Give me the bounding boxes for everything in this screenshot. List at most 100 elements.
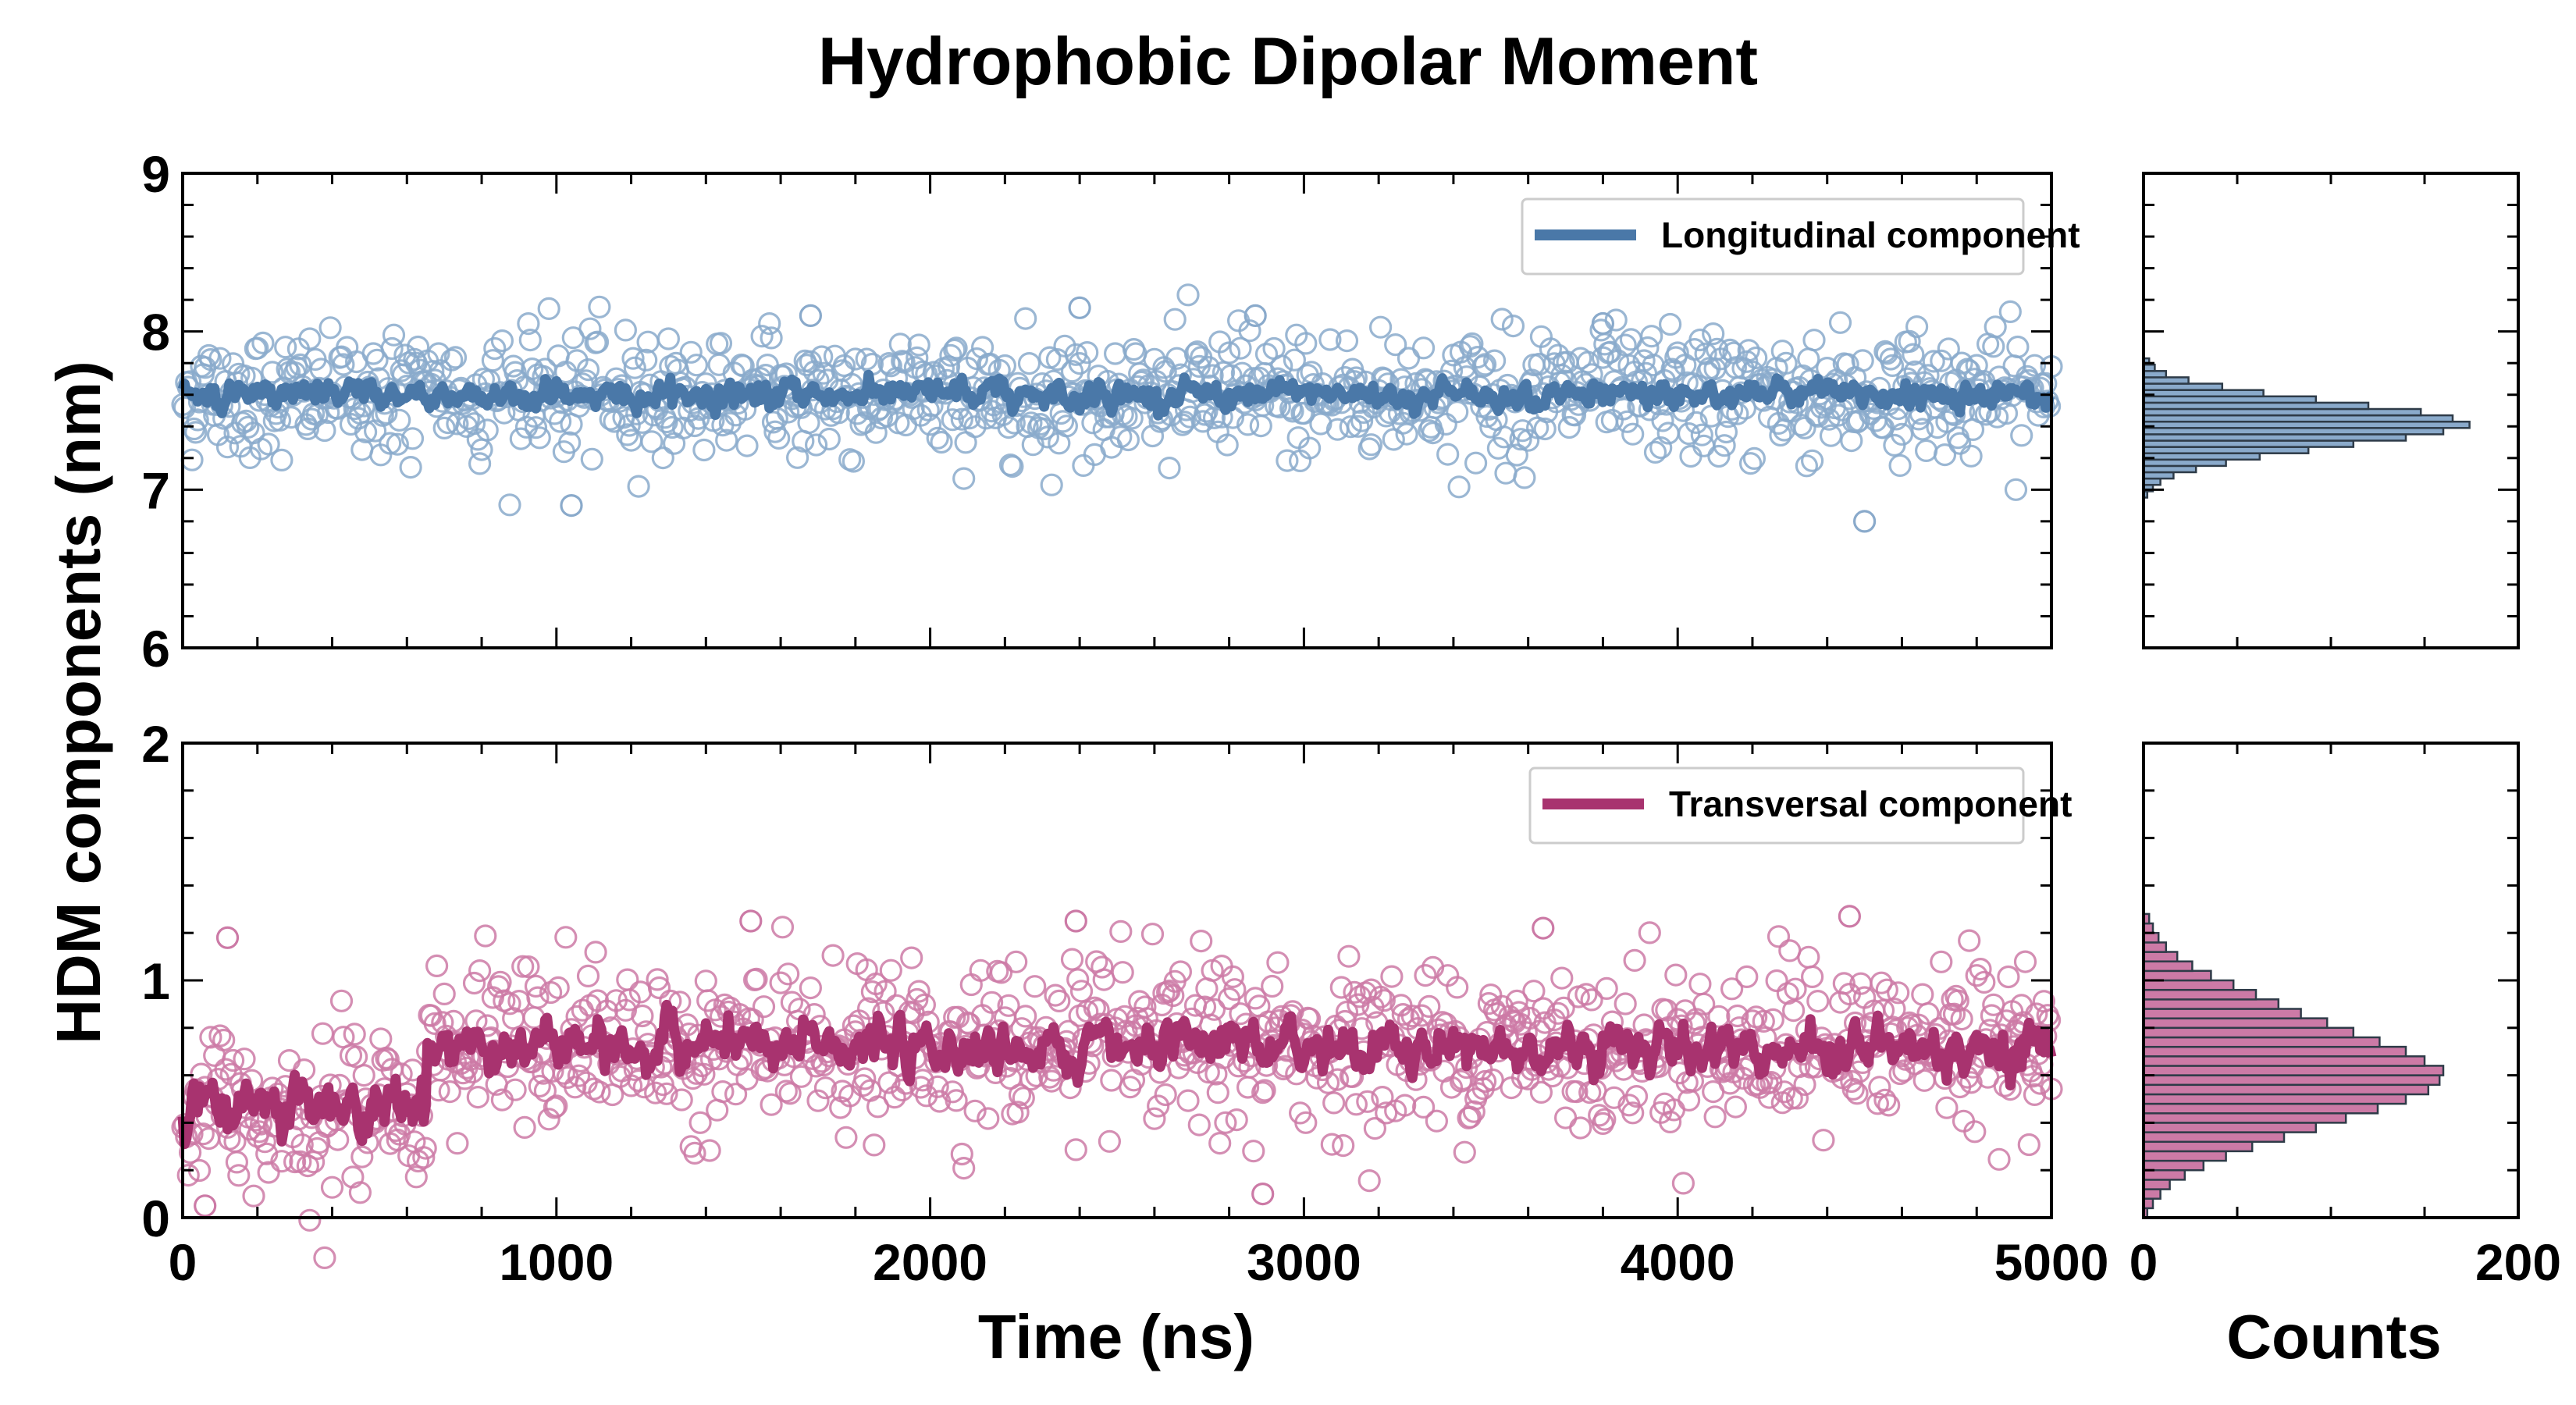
scatter-point xyxy=(468,959,492,983)
scatter-point xyxy=(954,431,977,454)
scatter-point xyxy=(1482,349,1507,372)
scatter-point xyxy=(1466,1082,1489,1105)
scatter-point xyxy=(1984,315,2007,339)
scatter-point xyxy=(1902,343,1925,366)
scatter-point xyxy=(1563,404,1587,427)
scatter-point xyxy=(1690,423,1713,446)
scatter-point xyxy=(1614,992,1637,1016)
scatter-point xyxy=(1176,283,1200,307)
scatter-point xyxy=(997,415,1020,439)
histogram-bar xyxy=(2142,960,2194,973)
transversal-scatter xyxy=(171,905,2063,1270)
scatter-point xyxy=(1187,1113,1211,1136)
scatter-point xyxy=(1742,446,1766,471)
y-tick-label: 7 xyxy=(141,461,170,519)
scatter-point xyxy=(888,333,912,356)
scatter-point xyxy=(1930,950,1953,973)
scatter-point xyxy=(1612,397,1635,421)
scatter-point xyxy=(474,924,497,948)
scatter-point xyxy=(623,356,646,379)
scatter-point xyxy=(1322,1091,1346,1115)
scatter-point xyxy=(1060,360,1084,383)
scatter-point xyxy=(208,1024,232,1048)
scatter-point xyxy=(1012,1087,1035,1110)
scatter-point xyxy=(215,926,240,949)
scatter-point xyxy=(554,926,578,949)
scatter-point xyxy=(1802,329,1826,352)
scatter-point xyxy=(1190,929,1213,953)
scatter-point xyxy=(1688,973,1712,996)
scatter-point xyxy=(1337,944,1361,968)
histogram-bar xyxy=(2142,1036,2381,1048)
scatter-point xyxy=(320,1176,344,1199)
scatter-point xyxy=(804,433,828,457)
histogram-bar xyxy=(2142,389,2265,398)
scatter-point xyxy=(588,1080,611,1104)
scatter-point xyxy=(1029,412,1052,436)
scatter-point xyxy=(1795,454,1818,478)
scatter-point xyxy=(1261,974,1284,998)
scatter-point xyxy=(1017,352,1041,375)
scatter-point xyxy=(1375,1101,1398,1125)
scatter-point xyxy=(998,453,1023,477)
scatter-point xyxy=(627,475,650,498)
scatter-point xyxy=(1911,983,1934,1006)
scatter-point xyxy=(498,493,521,517)
scatter-point xyxy=(679,340,703,364)
scatter-point xyxy=(571,998,594,1022)
scatter-point xyxy=(1659,1110,1682,1134)
scatter-point xyxy=(1380,965,1404,988)
scatter-point xyxy=(1008,1083,1032,1107)
scatter-point xyxy=(1279,397,1303,420)
scatter-point xyxy=(952,467,976,490)
scatter-point xyxy=(1120,407,1144,430)
scatter-point xyxy=(715,429,738,452)
scatter-point xyxy=(883,1086,906,1109)
scatter-point xyxy=(1318,328,1342,351)
scatter-point xyxy=(1176,1089,1200,1112)
scatter-point xyxy=(1969,957,1992,981)
scatter-point xyxy=(1651,409,1674,432)
scatter-point xyxy=(1812,1129,1835,1152)
scatter-point xyxy=(1801,965,1824,989)
scatter-point xyxy=(1230,361,1254,385)
scatter-point xyxy=(481,349,505,372)
scatter-point xyxy=(1873,340,1897,363)
hist-x-tick-label: 0 xyxy=(2129,1233,2158,1291)
scatter-point xyxy=(1111,961,1134,984)
scatter-point xyxy=(1997,965,2020,989)
scatter-point xyxy=(1092,968,1115,991)
scatter-point xyxy=(1357,1168,1381,1193)
scatter-point xyxy=(760,1093,783,1116)
scatter-point xyxy=(528,426,551,450)
scatter-point xyxy=(517,955,540,979)
scatter-point xyxy=(1528,352,1551,376)
scatter-point xyxy=(354,420,378,444)
scatter-point xyxy=(1832,972,1856,995)
scatter-point xyxy=(1238,1055,1261,1079)
scatter-point xyxy=(635,348,658,372)
scatter-point xyxy=(945,336,968,360)
scatter-point xyxy=(270,1150,294,1173)
scatter-point xyxy=(1782,998,1806,1023)
scatter-point xyxy=(1471,354,1495,378)
scatter-point xyxy=(799,976,823,1000)
scatter-point xyxy=(1335,1000,1359,1024)
scatter-point xyxy=(1888,454,1912,478)
scatter-point xyxy=(343,397,366,421)
scatter-point xyxy=(298,327,322,350)
scatter-point xyxy=(1859,402,1882,425)
transversal-histogram xyxy=(2142,912,2445,1219)
scatter-point xyxy=(1692,992,1716,1016)
scatter-point xyxy=(503,1078,527,1101)
main-axes-frame xyxy=(181,172,2053,649)
scatter-point xyxy=(1714,420,1738,444)
scatter-point xyxy=(545,1094,568,1118)
longitudinal-line xyxy=(177,369,2055,421)
scatter-point xyxy=(1774,351,1798,375)
scatter-point xyxy=(945,1089,968,1112)
scatter-point xyxy=(974,407,998,430)
scatter-point xyxy=(1214,1111,1237,1134)
scatter-point xyxy=(1532,916,1555,940)
